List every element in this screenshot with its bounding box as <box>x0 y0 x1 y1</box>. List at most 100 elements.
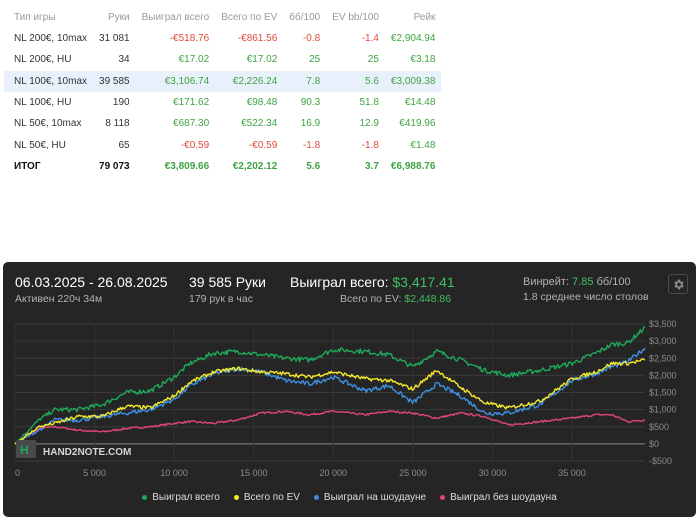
y-axis-labels: -$500 $0 $500 $1,000 $1,500 $2,000 $2,500 $3,00… <box>649 319 677 466</box>
cell-ev: €98.48 <box>246 97 278 109</box>
hand2note-logo-glyph: H <box>20 443 29 457</box>
settings-button[interactable] <box>668 274 688 294</box>
series-line-showdown <box>14 347 646 445</box>
won-block: Выиграл всего: $3,417.41 Всего по EV: $2… <box>290 274 455 305</box>
cell-ev: €522.34 <box>241 118 278 130</box>
table-row[interactable]: NL 50€, HU 65 -€0.59 -€0.59 -1.8 -1.8 €1… <box>4 134 441 155</box>
cell-won: €3,809.66 <box>164 160 210 172</box>
hands-block: 39 585 Руки 179 рук в час <box>189 274 266 305</box>
cell-evbb100: 12.9 <box>359 118 379 130</box>
winrate: Винрейт: 7.85 бб/100 <box>523 276 649 288</box>
x-tick-label: 35 000 <box>558 468 586 478</box>
col-header-evbb100[interactable]: EV bb/100 <box>332 11 379 23</box>
table-header-row: Тип игры Руки Выиграл всего Всего по EV … <box>4 6 441 28</box>
cell-hands: 190 <box>112 97 130 109</box>
y-tick-label: $500 <box>649 422 669 432</box>
cell-won: €687.30 <box>173 118 210 130</box>
cell-won: -€0.59 <box>180 139 210 151</box>
x-tick-label: 0 <box>15 468 20 478</box>
cell-won: €171.62 <box>173 97 210 109</box>
y-tick-label: $2,000 <box>649 370 677 380</box>
col-header-rake[interactable]: Рейк <box>413 11 436 23</box>
y-tick-label: $3,500 <box>649 319 677 329</box>
x-tick-label: 5 000 <box>83 468 106 478</box>
cell-evbb100: 3.7 <box>365 160 379 172</box>
table-row-selected[interactable]: NL 100€, 10max 39 585 €3,106.74 €2,226.2… <box>4 70 442 92</box>
cell-ev: -€861.56 <box>237 33 278 45</box>
profit-chart[interactable]: -$500 $0 $500 $1,000 $1,500 $2,000 $2,500 $3,00… <box>3 262 696 487</box>
cell-evbb100: -1.8 <box>361 139 379 151</box>
chart-grid <box>14 323 645 462</box>
legend-dot-ev <box>233 495 239 500</box>
legend-item-showdown[interactable]: Выиграл на шоудауне <box>313 492 426 503</box>
won-total: Выиграл всего: $3,417.41 <box>290 274 455 290</box>
cell-ev: €17.02 <box>246 54 278 66</box>
y-tick-label: $1,500 <box>649 388 677 398</box>
legend-item-ev[interactable]: Всего по EV <box>233 492 300 503</box>
col-header-hands[interactable]: Руки <box>107 11 130 23</box>
table-row[interactable]: NL 50€, 10max 8 118 €687.30 €522.34 16.9… <box>4 113 441 134</box>
winrate-block: Винрейт: 7.85 бб/100 1.8 среднее число с… <box>523 274 649 303</box>
winrate-unit: бб/100 <box>596 276 631 288</box>
cell-game: NL 100€, 10max <box>4 70 94 92</box>
winrate-label: Винрейт: <box>523 276 570 288</box>
cell-rake: €3,009.38 <box>384 70 442 92</box>
hand2note-logo-icon <box>16 440 36 458</box>
cell-game: NL 50€, 10max <box>14 118 82 130</box>
cell-evbb100: 25 <box>367 54 379 66</box>
y-tick-label: $2,500 <box>649 353 677 363</box>
y-tick-label: $0 <box>649 439 659 449</box>
watermark-text: HAND2NOTE.COM <box>43 447 131 458</box>
y-tick-label: $1,000 <box>649 405 677 415</box>
cell-hands: 34 <box>118 54 130 66</box>
cell-game: NL 200€, 10max <box>14 33 88 45</box>
legend-label-won: Выиграл всего <box>152 492 220 503</box>
table-row[interactable]: NL 200€, HU 34 €17.02 €17.02 25 25 €3.18 <box>4 49 441 70</box>
cell-won: €3,106.74 <box>135 70 216 92</box>
cell-rake: €6,988.76 <box>390 160 436 172</box>
cell-game: NL 100€, HU <box>14 97 72 109</box>
cell-rake: €2,904.94 <box>390 33 436 45</box>
table-row[interactable]: NL 100€, HU 190 €171.62 €98.48 90.3 51.8… <box>4 92 441 113</box>
col-header-bb100[interactable]: бб/100 <box>289 11 321 23</box>
chart-series <box>14 326 646 445</box>
series-line-won <box>14 326 646 445</box>
y-tick-label: $3,000 <box>649 336 677 346</box>
cell-ev: €2,202.12 <box>232 160 278 172</box>
cell-bb100: 16.9 <box>300 118 321 130</box>
col-header-ev[interactable]: Всего по EV <box>221 11 278 23</box>
legend-item-won[interactable]: Выиграл всего <box>142 492 220 503</box>
ev-total: Всего по EV: $2,448.86 <box>290 293 455 305</box>
chart-legend: Выиграл всего Всего по EV Выиграл на шоу… <box>3 492 696 503</box>
ev-total-label: Всего по EV: <box>340 293 402 305</box>
cell-evbb100: 5.6 <box>326 70 385 92</box>
x-tick-label: 15 000 <box>240 468 268 478</box>
cell-game: NL 200€, HU <box>14 54 72 66</box>
cell-bb100: 7.8 <box>283 70 327 92</box>
cell-rake: €3.18 <box>410 54 436 66</box>
ev-total-value: $2,448.86 <box>404 293 452 305</box>
col-header-won[interactable]: Выиграл всего <box>141 11 210 23</box>
cell-hands: 65 <box>118 139 130 151</box>
cell-rake: €419.96 <box>399 118 436 130</box>
cell-bb100: 90.3 <box>300 97 321 109</box>
cell-rake: €1.48 <box>410 139 436 151</box>
col-header-game[interactable]: Тип игры <box>14 11 56 23</box>
hands-per-hour: 179 рук в час <box>189 293 253 305</box>
cell-won: €17.02 <box>178 54 210 66</box>
cell-bb100: 5.6 <box>306 160 321 172</box>
legend-item-nonshowdown[interactable]: Выиграл без шоудауна <box>440 492 557 503</box>
table-row[interactable]: NL 200€, 10max 31 081 -€518.76 -€861.56 … <box>4 28 441 49</box>
cell-won: -€518.76 <box>169 33 210 45</box>
hands-count: 39 585 Руки <box>189 274 266 290</box>
cell-bb100: -1.8 <box>302 139 321 151</box>
cell-bb100: 25 <box>309 54 321 66</box>
cell-ev: €2,226.24 <box>215 70 284 92</box>
legend-label-ev: Всего по EV <box>243 492 300 503</box>
x-tick-label: 10 000 <box>160 468 188 478</box>
legend-dot-showdown <box>313 495 319 500</box>
cell-evbb100: -1.4 <box>361 33 379 45</box>
table-total-row: ИТОГ 79 073 €3,809.66 €2,202.12 5.6 3.7 … <box>4 156 441 177</box>
stats-table: Тип игры Руки Выиграл всего Всего по EV … <box>4 6 442 177</box>
cell-hands: 79 073 <box>99 160 130 172</box>
